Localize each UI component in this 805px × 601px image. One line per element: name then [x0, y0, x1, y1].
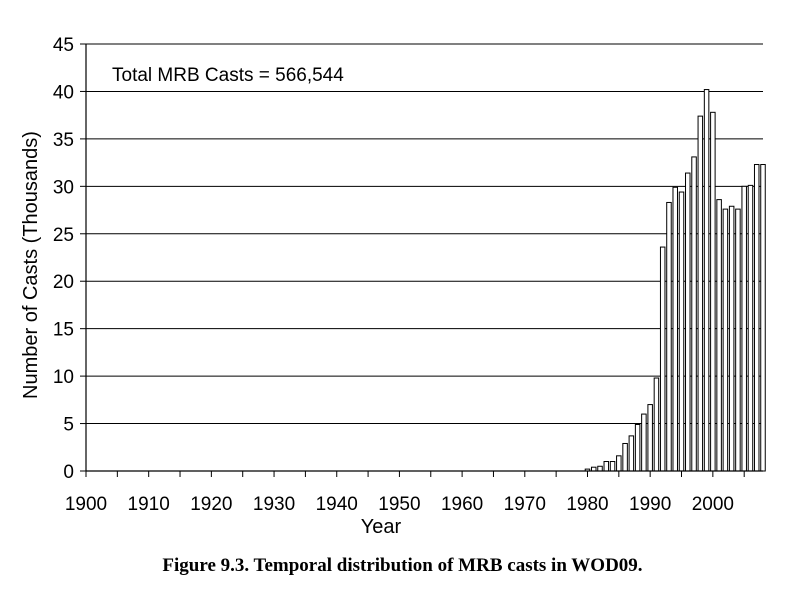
bar-2008 [760, 164, 766, 472]
bar-1991 [653, 377, 660, 472]
x-tick-label: 1970 [504, 494, 546, 515]
bar-1998 [697, 115, 704, 472]
x-tick-labels: 1900 1910 1920 1930 1940 1950 1960 1970 1980 1990… [65, 494, 734, 515]
y-tick-label: 25 [53, 225, 74, 246]
bar-2000 [710, 111, 716, 472]
bar-2003 [728, 205, 735, 472]
x-tick-label: 1930 [253, 494, 295, 515]
x-tick-label: 1950 [378, 494, 420, 515]
bar-2006 [747, 184, 754, 472]
bar-1983 [603, 461, 610, 472]
bar-1993 [666, 201, 672, 472]
bar-1985 [616, 455, 622, 472]
bar-1994 [672, 186, 678, 472]
bar-2005 [741, 185, 747, 472]
y-tick-label: 40 [53, 82, 74, 103]
bar-1990 [647, 404, 653, 472]
axes [80, 43, 763, 477]
bar-1995 [678, 191, 685, 472]
y-tick-label: 45 [53, 35, 74, 56]
bar-2007 [753, 164, 760, 472]
x-tick-label: 1920 [190, 494, 232, 515]
bar-1988 [634, 424, 641, 472]
x-axis-label: Year [361, 516, 402, 538]
bar-1999 [703, 89, 710, 472]
figure-caption: Figure 9.3. Temporal distribution of MRB… [162, 555, 643, 576]
bars [584, 89, 766, 472]
y-tick-label: 20 [53, 272, 74, 293]
gridlines [86, 43, 763, 425]
bar-1997 [691, 156, 697, 472]
x-tick-label: 1980 [566, 494, 608, 515]
bar-2001 [716, 199, 722, 472]
x-tick-label: 1940 [316, 494, 358, 515]
y-tick-label: 5 [63, 415, 74, 436]
y-tick-label: 15 [53, 320, 74, 341]
bar-1986 [622, 442, 628, 472]
y-axis-label: Number of Casts (Thousands) [20, 131, 42, 399]
bar-1992 [659, 246, 666, 472]
annotation-total-casts: Total MRB Casts = 566,544 [112, 65, 344, 86]
x-tick-label: 1960 [441, 494, 483, 515]
y-tick-labels: 0 5 10 15 20 25 30 35 40 45 [53, 35, 74, 483]
y-tick-label: 10 [53, 367, 74, 388]
bar-2004 [735, 208, 741, 472]
bar-1989 [641, 413, 647, 472]
bar-1982 [597, 465, 603, 472]
bar-2002 [722, 208, 729, 472]
x-tick-label: 1900 [65, 494, 107, 515]
x-tick-label: 2000 [692, 494, 734, 515]
y-tick-label: 35 [53, 130, 74, 151]
x-tick-label: 1910 [128, 494, 170, 515]
bar-1996 [685, 172, 691, 472]
bar-1984 [609, 461, 616, 472]
y-tick-label: 0 [63, 462, 74, 483]
y-tick-label: 30 [53, 177, 74, 198]
bar-1987 [628, 435, 635, 472]
x-tick-label: 1990 [629, 494, 671, 515]
